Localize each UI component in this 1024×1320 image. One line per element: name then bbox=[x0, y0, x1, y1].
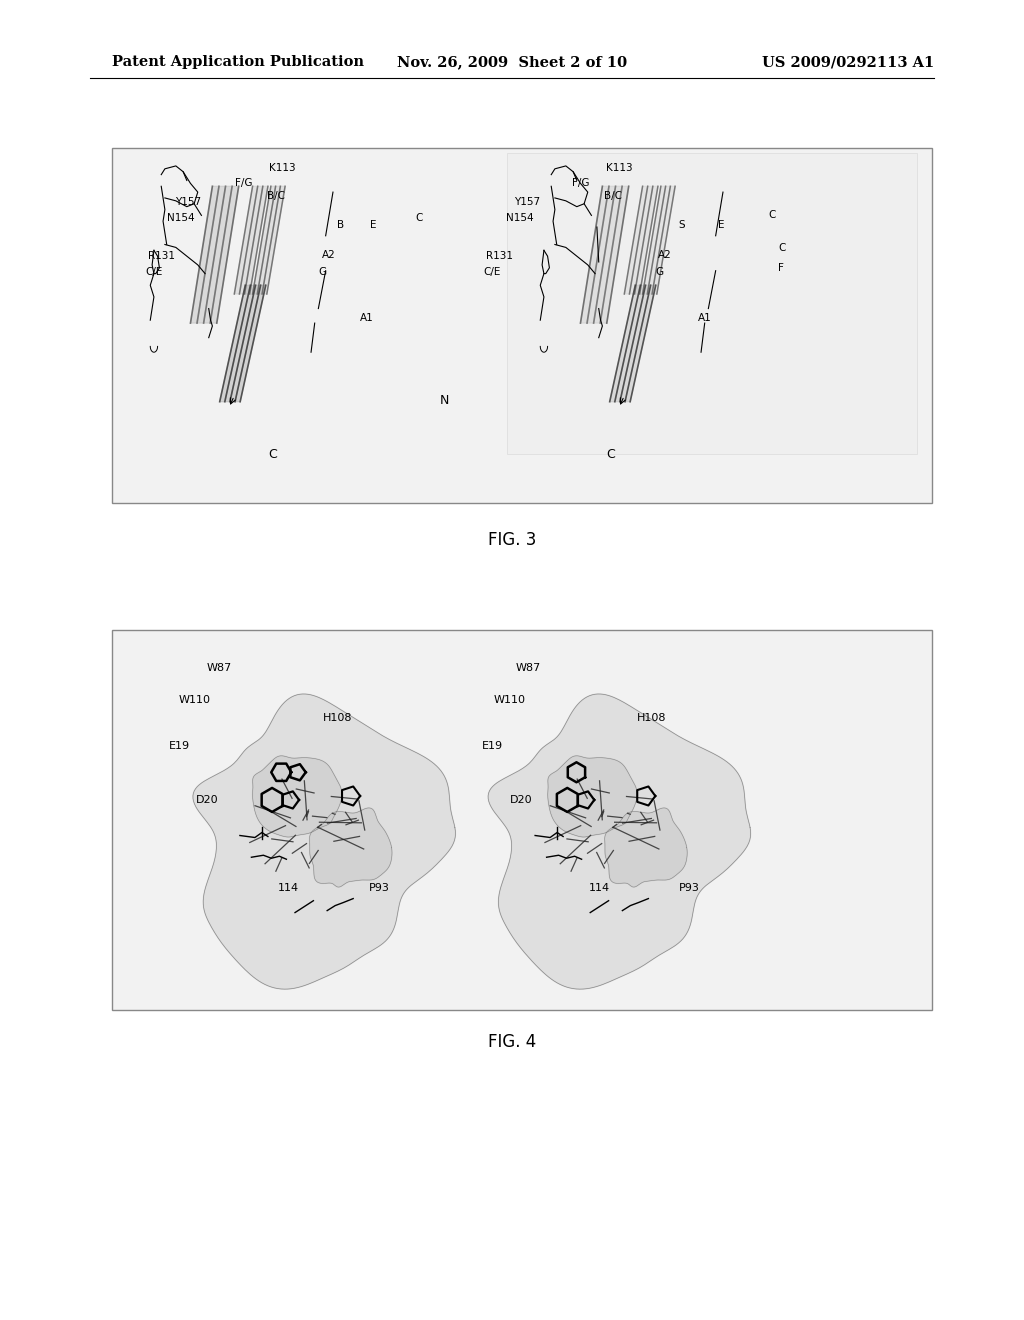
Polygon shape bbox=[652, 186, 675, 294]
Text: A1: A1 bbox=[360, 313, 374, 323]
Text: G: G bbox=[318, 267, 326, 277]
Polygon shape bbox=[236, 285, 266, 401]
Polygon shape bbox=[609, 285, 640, 401]
Polygon shape bbox=[234, 186, 258, 294]
Text: A1: A1 bbox=[698, 313, 712, 323]
Polygon shape bbox=[190, 186, 219, 323]
Polygon shape bbox=[647, 186, 671, 294]
Polygon shape bbox=[257, 186, 281, 294]
Text: A2: A2 bbox=[322, 249, 336, 260]
Text: Nov. 26, 2009  Sheet 2 of 10: Nov. 26, 2009 Sheet 2 of 10 bbox=[397, 55, 627, 69]
Polygon shape bbox=[614, 285, 645, 401]
Text: Y157: Y157 bbox=[514, 197, 540, 207]
Text: C/E: C/E bbox=[145, 267, 163, 277]
Text: C/E: C/E bbox=[483, 267, 501, 277]
Polygon shape bbox=[197, 186, 225, 323]
Text: B/C: B/C bbox=[604, 191, 622, 201]
Bar bbox=[112, 630, 932, 1010]
Text: D20: D20 bbox=[196, 795, 219, 805]
Polygon shape bbox=[309, 808, 392, 887]
Polygon shape bbox=[643, 186, 666, 294]
Text: N: N bbox=[440, 393, 450, 407]
Text: FIG. 4: FIG. 4 bbox=[487, 1034, 537, 1051]
Text: B: B bbox=[337, 220, 344, 230]
Text: C: C bbox=[768, 210, 775, 220]
Polygon shape bbox=[225, 285, 256, 401]
Polygon shape bbox=[230, 285, 261, 401]
Text: K113: K113 bbox=[269, 162, 296, 173]
Text: W87: W87 bbox=[207, 663, 232, 673]
Text: G: G bbox=[655, 267, 664, 277]
Text: K113: K113 bbox=[606, 162, 633, 173]
Polygon shape bbox=[220, 285, 251, 401]
Polygon shape bbox=[600, 186, 629, 323]
Text: S: S bbox=[678, 220, 685, 230]
Text: W110: W110 bbox=[494, 696, 526, 705]
Text: H108: H108 bbox=[323, 713, 352, 723]
Polygon shape bbox=[625, 285, 655, 401]
Text: 114: 114 bbox=[278, 883, 299, 894]
Polygon shape bbox=[635, 186, 658, 294]
Text: A2: A2 bbox=[658, 249, 672, 260]
Text: N154: N154 bbox=[506, 213, 534, 223]
Polygon shape bbox=[253, 756, 342, 837]
Text: P93: P93 bbox=[679, 883, 699, 894]
Polygon shape bbox=[204, 186, 232, 323]
Polygon shape bbox=[620, 285, 650, 401]
Text: B/C: B/C bbox=[267, 191, 285, 201]
Text: C: C bbox=[415, 213, 422, 223]
Text: N154: N154 bbox=[167, 213, 195, 223]
Text: 114: 114 bbox=[589, 883, 610, 894]
Text: W87: W87 bbox=[516, 663, 542, 673]
Polygon shape bbox=[587, 186, 615, 323]
Bar bbox=[112, 148, 932, 503]
Text: H108: H108 bbox=[637, 713, 667, 723]
Text: Y157: Y157 bbox=[175, 197, 201, 207]
Text: E19: E19 bbox=[482, 741, 503, 751]
Text: E: E bbox=[718, 220, 725, 230]
Polygon shape bbox=[605, 808, 687, 887]
Polygon shape bbox=[210, 186, 239, 323]
Polygon shape bbox=[630, 186, 653, 294]
Text: F/G: F/G bbox=[572, 178, 590, 187]
Text: D20: D20 bbox=[510, 795, 532, 805]
Text: R131: R131 bbox=[486, 251, 513, 261]
Polygon shape bbox=[594, 186, 623, 323]
Text: R131: R131 bbox=[148, 251, 175, 261]
Text: E19: E19 bbox=[169, 741, 190, 751]
Polygon shape bbox=[581, 186, 609, 323]
Text: C: C bbox=[268, 449, 276, 462]
Polygon shape bbox=[253, 186, 275, 294]
Text: E: E bbox=[370, 220, 377, 230]
Text: C: C bbox=[606, 449, 614, 462]
Text: W110: W110 bbox=[179, 696, 211, 705]
Polygon shape bbox=[625, 186, 648, 294]
Polygon shape bbox=[488, 694, 751, 989]
Text: FIG. 3: FIG. 3 bbox=[487, 531, 537, 549]
Text: P93: P93 bbox=[369, 883, 390, 894]
Text: F/G: F/G bbox=[234, 178, 253, 187]
Text: F: F bbox=[778, 263, 784, 273]
Polygon shape bbox=[548, 756, 637, 837]
Text: US 2009/0292113 A1: US 2009/0292113 A1 bbox=[762, 55, 934, 69]
Text: C: C bbox=[778, 243, 785, 253]
Polygon shape bbox=[262, 186, 285, 294]
Bar bbox=[507, 153, 918, 454]
Polygon shape bbox=[245, 186, 268, 294]
Text: Patent Application Publication: Patent Application Publication bbox=[112, 55, 364, 69]
Polygon shape bbox=[193, 694, 456, 989]
Polygon shape bbox=[240, 186, 263, 294]
